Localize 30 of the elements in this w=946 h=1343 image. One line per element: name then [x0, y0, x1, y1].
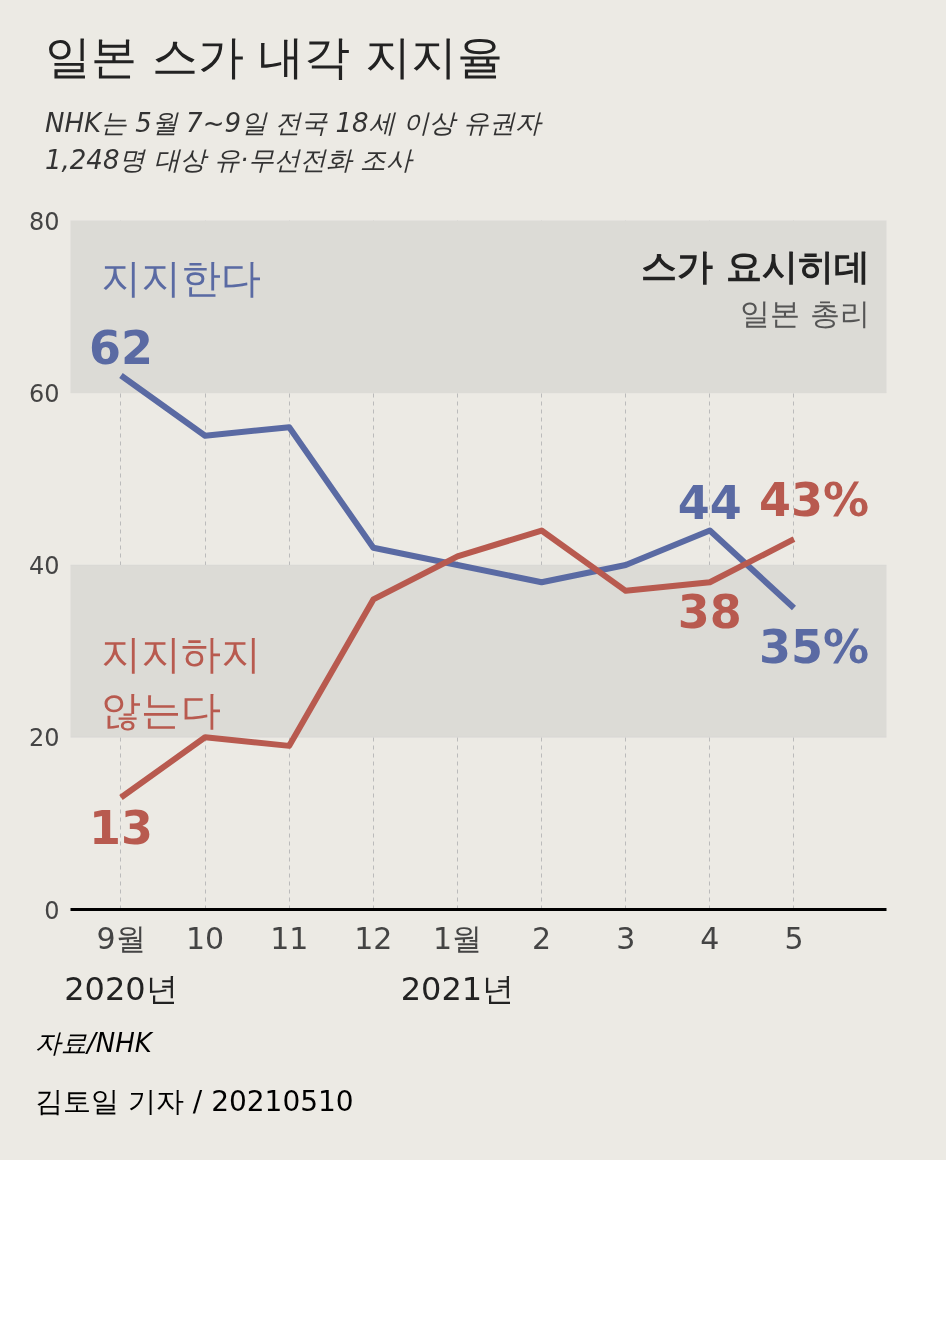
x-tick-label: 11	[270, 920, 309, 956]
data-label: 44	[677, 475, 742, 530]
series-label: 지지한다	[100, 254, 261, 301]
x-tick-label: 5	[784, 920, 804, 956]
y-tick-label: 0	[44, 896, 60, 925]
chart-title: 일본 스가 내각 지지율	[45, 29, 504, 86]
data-label: 38	[677, 585, 742, 640]
annotation: 일본 총리	[740, 295, 870, 331]
y-tick-label: 40	[28, 552, 60, 580]
x-tick-label: 4	[700, 920, 720, 956]
text: 2021년	[400, 969, 515, 1008]
x-tick-label: 9월	[96, 920, 146, 956]
data-label: 35%	[758, 620, 870, 675]
y-tick-label: 80	[28, 207, 60, 236]
x-tick-label: 3	[616, 920, 636, 956]
x-tick-label: 10	[186, 920, 225, 956]
y-tick-label: 60	[28, 379, 60, 408]
data-label: 62	[88, 320, 153, 375]
annotation: 스가 요시히데	[641, 245, 870, 287]
data-label: 43%	[758, 473, 870, 528]
text: 김토일 기자 / 20210510	[34, 1084, 355, 1121]
chart-subtitle: NHK는 5월 7~9일 전국 18세 이상 유권자 1,248명 대상 유·무선전화 조사	[45, 106, 544, 177]
series-label: 지지하지 않는다	[100, 631, 261, 733]
y-tick-label: 20	[28, 724, 60, 753]
data-label: 13	[88, 800, 153, 855]
text: 자료/NHK	[5, 1015, 946, 1073]
x-tick-label: 12	[354, 920, 393, 956]
text: 2020년	[64, 969, 178, 1008]
x-tick-label: 1월	[432, 920, 483, 956]
x-tick-label: 2	[532, 920, 552, 956]
